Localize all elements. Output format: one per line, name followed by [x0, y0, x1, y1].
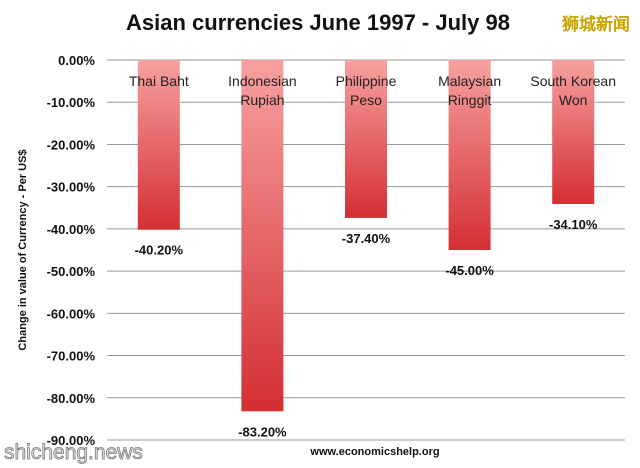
y-tick-label: -10.00% — [47, 95, 96, 110]
bar — [345, 60, 387, 218]
y-tick-label: -20.00% — [47, 137, 96, 152]
category-label: Peso — [350, 92, 382, 108]
data-label: -37.40% — [342, 231, 391, 246]
data-label: -34.10% — [549, 217, 598, 232]
chart-title: Asian currencies June 1997 - July 98 — [126, 10, 510, 35]
category-label: Philippine — [336, 73, 397, 89]
category-label: Malaysian — [438, 73, 501, 89]
y-tick-label: -70.00% — [47, 349, 96, 364]
data-label: -83.20% — [238, 424, 287, 439]
category-label: Ringgit — [448, 92, 492, 108]
y-tick-label: -80.00% — [47, 391, 96, 406]
data-labels: -40.20% -83.20% -37.40% -45.00% -34.10% — [135, 217, 598, 439]
y-tick-label: -60.00% — [47, 306, 96, 321]
category-label: Thai Baht — [129, 73, 189, 89]
watermark-chinese: 狮城新闻 — [561, 14, 630, 35]
category-label: Won — [559, 92, 588, 108]
bar — [137, 60, 180, 230]
source-credit: www.economicshelp.org — [309, 446, 439, 458]
y-axis-label: Change in value of Currency - Per US$ — [17, 149, 29, 350]
gridlines — [107, 59, 625, 441]
category-labels: Thai Baht Indonesian Rupiah Philippine Peso M… — [129, 73, 616, 108]
category-label: South Korean — [530, 73, 616, 89]
data-label: -45.00% — [445, 263, 494, 278]
y-tick-labels: 0.00% -10.00% -20.00% -30.00% -40.00% -50.00%… — [47, 53, 96, 448]
bar — [241, 60, 284, 412]
bar — [552, 60, 595, 204]
watermark-english: shicheng.news — [4, 441, 143, 464]
bars — [137, 60, 595, 412]
y-tick-label: -50.00% — [47, 264, 96, 279]
bar — [448, 60, 491, 250]
y-tick-label: -30.00% — [47, 180, 96, 195]
data-label: -40.20% — [135, 243, 184, 258]
y-tick-label: -90.00% — [47, 433, 96, 448]
y-tick-label: 0.00% — [58, 53, 95, 68]
category-label: Rupiah — [240, 92, 284, 108]
y-tick-label: -40.00% — [47, 222, 96, 237]
category-label: Indonesian — [228, 73, 297, 89]
